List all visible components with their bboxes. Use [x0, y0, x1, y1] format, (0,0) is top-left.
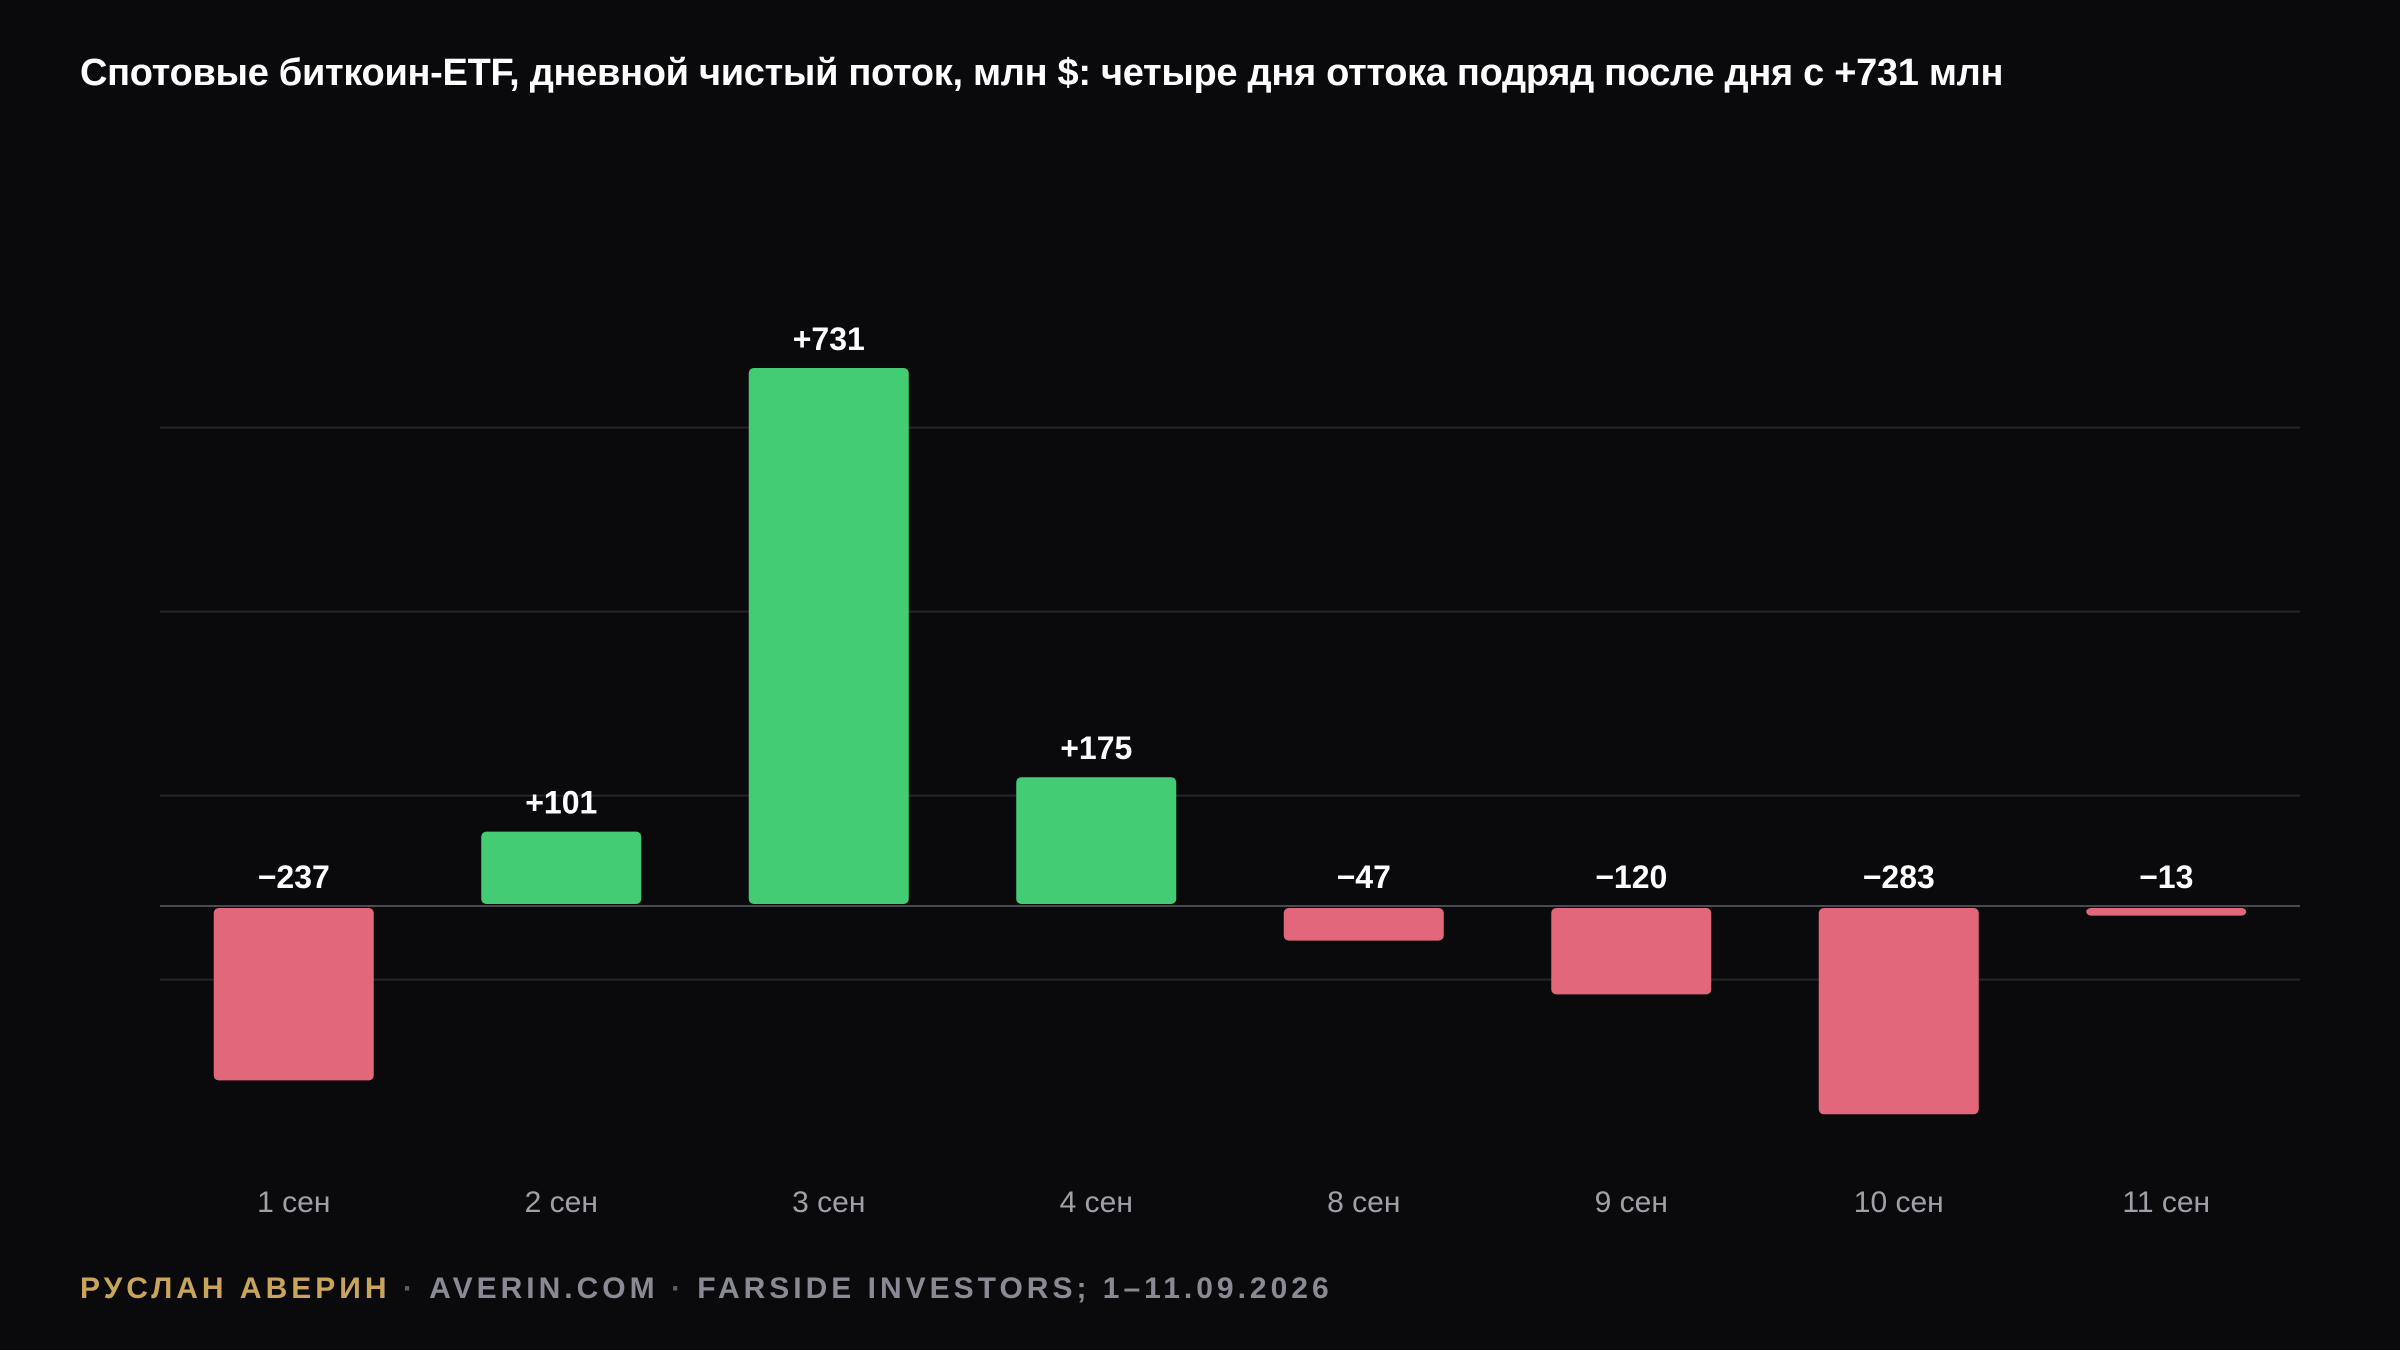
x-tick-label: 11 сен	[2122, 1186, 2210, 1219]
bar-value-label: +731	[793, 321, 865, 357]
x-tick-label: 9 сен	[1595, 1186, 1668, 1219]
footer-source: FARSIDE INVESTORS; 1–11.09.2026	[697, 1272, 1333, 1305]
bar-1	[213, 908, 374, 1081]
x-tick-label: 10 сен	[1854, 1186, 1944, 1219]
bar-8	[2086, 908, 2247, 916]
chart-title: Спотовые биткоин-ETF, дневной чистый пот…	[80, 52, 2004, 94]
bar-6	[1551, 908, 1712, 995]
x-tick-label: 4 сен	[1060, 1186, 1133, 1219]
footer-site: AVERIN.COM	[429, 1272, 659, 1305]
bar-value-label: +101	[525, 785, 597, 821]
bar-4	[1016, 777, 1177, 904]
x-tick-label: 8 сен	[1327, 1186, 1400, 1219]
x-tick-label: 3 сен	[792, 1186, 865, 1219]
bar-value-label: −13	[2139, 859, 2193, 895]
bar-7	[1818, 908, 1979, 1115]
value-labels: −237 +101 +731 +175 −47 −120 −283 −13	[258, 321, 2194, 895]
footer-separator: ·	[402, 1272, 430, 1305]
bar-2	[481, 831, 642, 904]
bars	[213, 368, 2247, 1115]
bar-5	[1283, 908, 1444, 941]
bar-value-label: +175	[1060, 730, 1132, 766]
footer-separator: ·	[670, 1272, 698, 1305]
x-tick-label: 2 сен	[525, 1186, 598, 1219]
gridlines	[160, 426, 2300, 981]
bar-3	[748, 368, 909, 904]
footer-credits: РУСЛАН АВЕРИН · AVERIN.COM · FARSIDE INV…	[80, 1272, 1333, 1306]
x-tick-label: 1 сен	[257, 1186, 330, 1219]
bar-value-label: −47	[1337, 859, 1391, 895]
x-axis-tick-labels: 1 сен 2 сен 3 сен 4 сен 8 сен 9 сен 10 сен 11 с…	[257, 1186, 2210, 1219]
bar-value-label: −120	[1595, 859, 1667, 895]
bar-value-label: −237	[258, 859, 330, 895]
footer-author: РУСЛАН АВЕРИН	[80, 1272, 391, 1305]
bar-value-label: −283	[1863, 859, 1935, 895]
